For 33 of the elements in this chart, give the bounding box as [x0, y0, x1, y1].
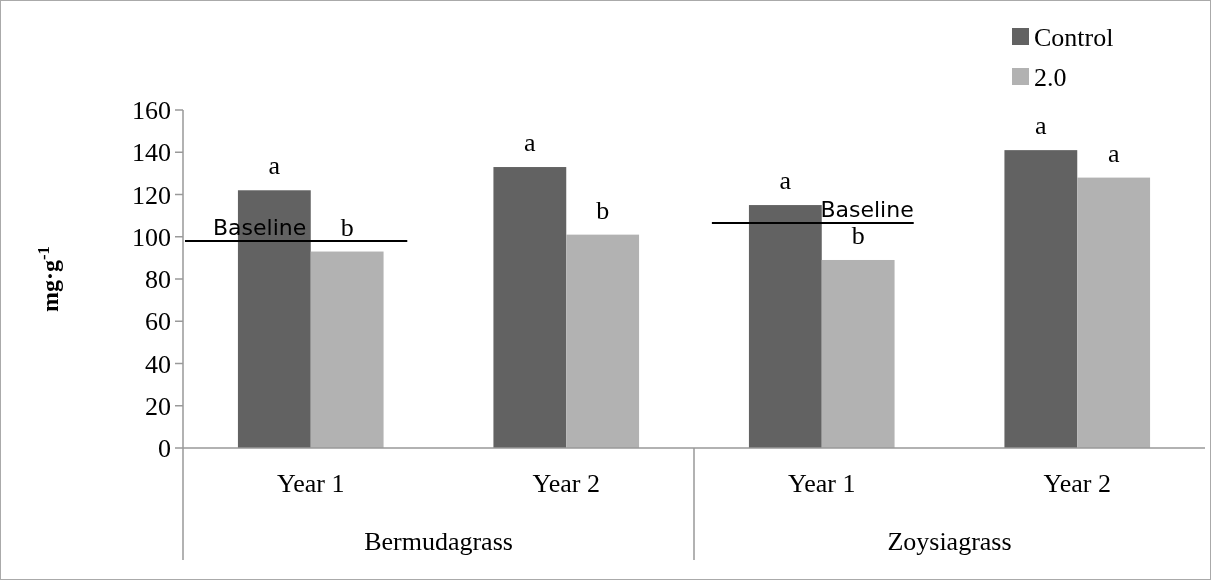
- x-tick-label: Year 2: [532, 469, 600, 498]
- text: Bermudagrass: [364, 527, 513, 556]
- y-tick-label: 60: [145, 307, 171, 337]
- data-label: b: [340, 212, 354, 242]
- x-tick-label: Year 1: [788, 469, 856, 498]
- x-tick-label: Year 1: [277, 469, 345, 498]
- data-label: a: [1035, 111, 1048, 141]
- y-tick-label: 160: [132, 96, 171, 126]
- data-label: a: [268, 151, 281, 181]
- ref-line-label: Baseline: [820, 197, 914, 223]
- data-label: a: [779, 166, 792, 196]
- bar: [821, 259, 895, 448]
- legend-label: 2.0: [1034, 63, 1067, 93]
- data-label: a: [1107, 138, 1120, 168]
- data-label: b: [851, 220, 865, 250]
- data-label: a: [524, 128, 537, 158]
- bar: [1004, 150, 1078, 448]
- bar: [1077, 177, 1151, 448]
- y-tick-label: 20: [145, 391, 171, 421]
- bar: [310, 251, 384, 448]
- bar: [748, 205, 822, 448]
- y-tick-label: 80: [145, 265, 171, 295]
- data-label: b: [596, 195, 610, 225]
- y-tick-label: 40: [145, 349, 171, 379]
- y-tick-label: 0: [158, 434, 171, 464]
- text: Zoysiagrass: [887, 527, 1012, 556]
- y-tick-label: 120: [132, 180, 171, 210]
- bar: [566, 234, 640, 448]
- bar: [493, 167, 567, 448]
- legend-label: Control: [1034, 23, 1114, 53]
- x-tick-label: Year 2: [1043, 469, 1111, 498]
- y-tick-label: 140: [132, 138, 171, 168]
- y-tick-label: 100: [132, 222, 171, 252]
